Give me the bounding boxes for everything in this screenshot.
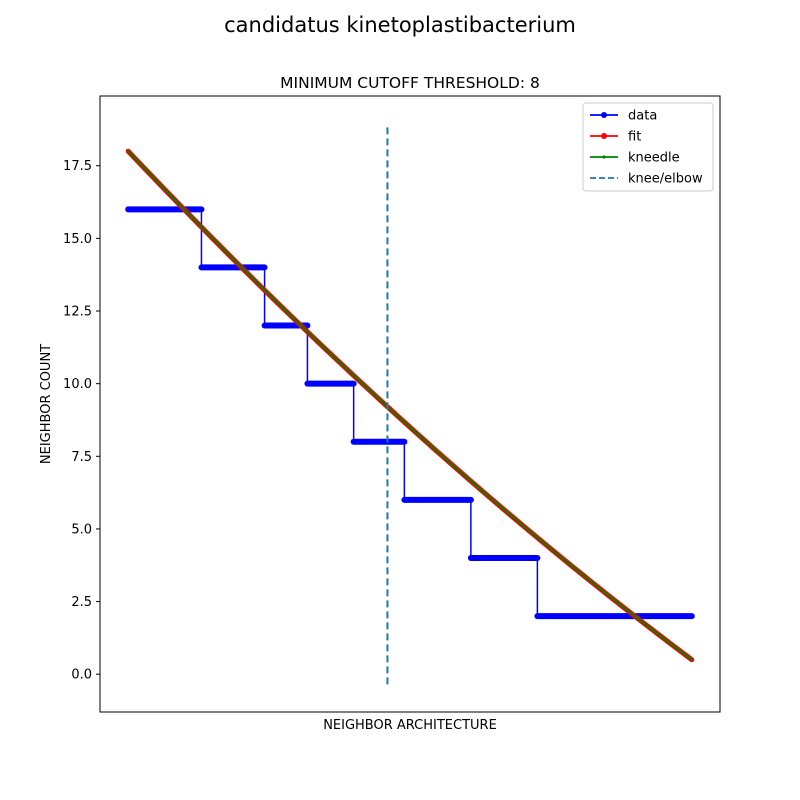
y-tick-label: 7.5 [71,450,92,465]
legend-label: knee/elbow [628,172,703,187]
y-axis-label: NEIGHBOR COUNT [39,344,54,464]
figure-suptitle: candidatus kinetoplastibacterium [224,13,576,37]
y-tick-label: 15.0 [63,232,92,247]
chart-title: MINIMUM CUTOFF THRESHOLD: 8 [280,74,540,92]
legend-label: data [628,109,657,124]
y-tick-label: 17.5 [63,159,92,174]
y-axis-ticks: 0.0 2.5 5.0 7.5 10.0 12.5 15.0 17.5 [63,159,100,683]
x-axis-label: NEIGHBOR ARCHITECTURE [323,718,497,733]
plot-area [125,125,695,685]
y-tick-label: 2.5 [71,595,92,610]
y-tick-label: 0.0 [71,668,92,683]
axes-frame [99,95,721,713]
y-tick-label: 5.0 [71,522,92,537]
legend-marker-fit [601,133,607,139]
legend-label: fit [628,130,641,145]
legend-box [582,102,714,192]
legend: data fit kneedle knee/elbow [582,102,714,192]
legend-marker-kneedle [602,155,606,159]
legend-label: kneedle [628,151,680,166]
legend-marker-data [601,112,607,118]
y-tick-label: 12.5 [63,305,92,320]
y-tick-label: 10.0 [63,377,92,392]
kneedle-series-line [127,150,693,661]
